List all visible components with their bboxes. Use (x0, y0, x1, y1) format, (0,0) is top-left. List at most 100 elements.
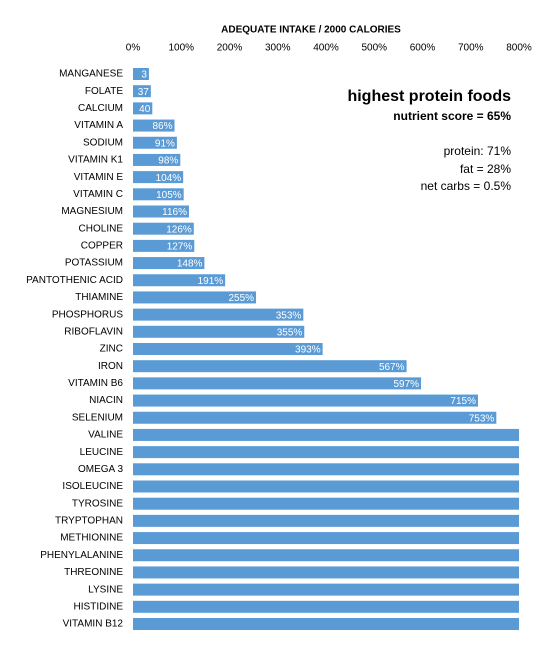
value-label: 116% (162, 207, 187, 218)
value-label: 191% (198, 276, 224, 287)
bar (133, 85, 151, 98)
x-tick-label: 600% (410, 43, 436, 54)
bar (133, 480, 519, 493)
value-label: 715% (450, 396, 476, 407)
bar (133, 153, 181, 166)
y-tick-label: HISTIDINE (74, 601, 124, 612)
value-label: 355% (277, 327, 303, 338)
bar (133, 343, 323, 355)
y-tick-label: LEUCINE (80, 447, 124, 458)
value-label: 91% (155, 138, 175, 149)
bar (133, 514, 519, 527)
y-tick-label: VALINE (88, 430, 123, 441)
bar (133, 102, 153, 115)
bar (133, 497, 519, 510)
bar (133, 205, 189, 218)
value-label: 86% (152, 121, 172, 132)
value-label: 3 (141, 70, 147, 81)
y-tick-label: TRYPTOPHAN (55, 516, 123, 527)
bar (133, 549, 519, 562)
bar (133, 600, 519, 613)
y-tick-label: FOLATE (85, 86, 123, 97)
x-tick-label: 300% (265, 43, 291, 54)
bar (133, 446, 519, 459)
y-tick-label: THIAMINE (75, 292, 123, 303)
annotation-score: nutrient score = 65% (393, 109, 511, 123)
y-tick-label: VITAMIN K1 (68, 155, 123, 166)
bar (133, 583, 519, 596)
y-tick-label: LYSINE (88, 584, 123, 595)
bar (133, 394, 478, 407)
y-tick-label: ISOLEUCINE (62, 481, 123, 492)
y-tick-label: RIBOFLAVIN (64, 326, 123, 337)
bar (133, 257, 205, 270)
y-tick-label: SODIUM (83, 137, 123, 148)
y-tick-label: PHOSPHORUS (52, 309, 123, 320)
y-tick-label: IRON (98, 361, 123, 372)
bar (133, 411, 497, 424)
y-tick-label: THREONINE (64, 567, 123, 578)
value-label: 127% (167, 242, 193, 253)
bar (133, 308, 304, 321)
y-tick-label: NIACIN (89, 395, 123, 406)
value-label: 753% (469, 413, 495, 424)
bar (133, 532, 519, 545)
annotation-carbs: net carbs = 0.5% (421, 179, 512, 193)
y-tick-label: MANGANESE (59, 69, 123, 80)
y-tick-label: CHOLINE (79, 223, 124, 234)
y-tick-label: COPPER (81, 241, 123, 252)
value-label: 567% (379, 362, 405, 373)
bar (133, 274, 226, 287)
x-tick-label: 400% (313, 43, 339, 54)
bar (133, 377, 422, 390)
y-tick-label: VITAMIN B12 (63, 619, 124, 630)
bar (133, 618, 519, 630)
value-label: 105% (156, 190, 182, 201)
y-tick-label: ZINC (100, 344, 123, 355)
bar (133, 463, 519, 476)
y-tick-label: VITAMIN A (74, 120, 123, 131)
x-tick-label: 100% (168, 43, 194, 54)
x-tick-label: 0% (126, 43, 141, 54)
y-tick-label: VITAMIN E (74, 172, 124, 183)
y-tick-label: PANTOTHENIC ACID (26, 275, 123, 286)
y-tick-label: METHIONINE (60, 533, 123, 544)
y-tick-label: POTASSIUM (65, 258, 123, 269)
value-label: 37 (138, 87, 150, 98)
bar (133, 325, 305, 338)
annotation-title: highest protein foods (347, 88, 511, 105)
bar (133, 222, 194, 235)
x-axis-title: ADEQUATE INTAKE / 2000 CALORIES (221, 25, 401, 36)
value-label: 148% (177, 259, 203, 270)
value-label: 353% (276, 310, 302, 321)
y-tick-label: VITAMIN C (73, 189, 123, 200)
y-tick-label: OMEGA 3 (78, 464, 123, 475)
value-label: 393% (295, 345, 321, 356)
y-tick-label: PHENYLALANINE (40, 550, 123, 561)
bar (133, 428, 519, 441)
y-tick-label: VITAMIN B6 (68, 378, 123, 389)
value-label: 126% (166, 224, 192, 235)
annotation-fat: fat = 28% (460, 162, 511, 176)
y-tick-label: MAGNESIUM (61, 206, 123, 217)
bar (133, 360, 407, 373)
bar (133, 171, 184, 184)
y-tick-label: SELENIUM (72, 412, 123, 423)
value-label: 255% (228, 293, 254, 304)
x-tick-label: 700% (458, 43, 484, 54)
y-tick-label: TYROSINE (72, 498, 123, 509)
bar (133, 239, 195, 252)
bar (133, 136, 177, 149)
bar (133, 291, 257, 304)
x-tick-label: 800% (506, 43, 532, 54)
value-label: 597% (393, 379, 419, 390)
bar (133, 119, 175, 132)
bar (133, 188, 184, 201)
x-tick-label: 200% (217, 43, 243, 54)
bar (133, 566, 519, 579)
y-tick-label: CALCIUM (78, 103, 123, 114)
x-tick-label: 500% (361, 43, 387, 54)
value-label: 104% (156, 173, 182, 184)
bar (133, 68, 149, 80)
